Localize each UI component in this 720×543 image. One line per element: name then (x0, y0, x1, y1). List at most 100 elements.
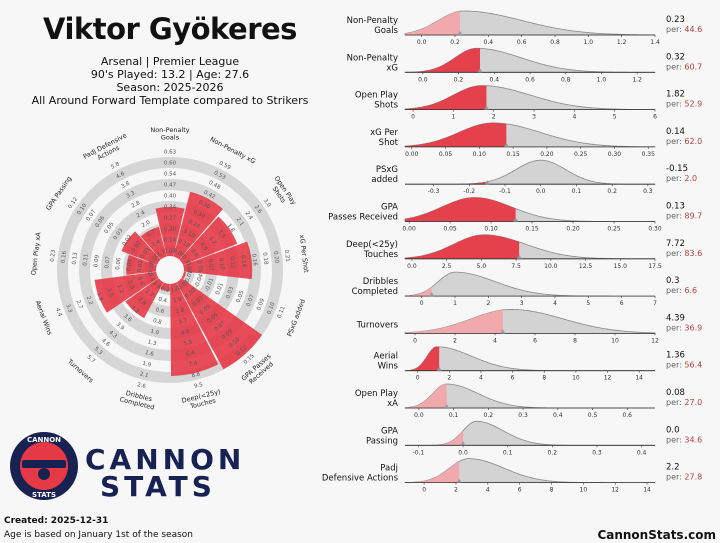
radar-center (156, 256, 184, 284)
radar-tick-label: 0.60 (164, 161, 177, 167)
radar-tick-label: 4.6 (180, 329, 190, 337)
density-metric-label: Open Play Shots (355, 91, 399, 111)
density-tick-label: 4 (493, 337, 497, 344)
radar-tick-label: 1.0 (150, 329, 160, 337)
radar-tick-label: 0.06 (115, 257, 122, 270)
radar-tick-label: 1.8 (95, 292, 104, 303)
radar-tick-label: 0.03 (225, 286, 235, 300)
radar-tick-label: 3.9 (115, 321, 126, 332)
metric-percentile: per: 89.7 (666, 212, 702, 221)
density-tick-label: 1.0 (597, 76, 607, 83)
radar-tick-label: 0.07 (164, 249, 177, 255)
density-metric-label: Non-Penalty xG (347, 53, 398, 73)
radar-tick-label: 1.9 (142, 361, 152, 369)
radar-tick-label: 1.2 (116, 284, 125, 294)
radar-tick-label: 0.09 (256, 297, 266, 311)
template-description: All Around Forward Template compared to … (31, 94, 309, 107)
density-highlight (405, 85, 487, 110)
radar-wedge (181, 271, 187, 280)
metric-percentile: per: 60.7 (666, 62, 702, 71)
density-tick-label: 0 (420, 300, 424, 307)
metric-percentile: per: 83.6 (666, 249, 702, 258)
density-tick-label: 0.20 (540, 151, 554, 158)
radar-wedge (160, 282, 170, 292)
radar-tick-label: 0.9 (198, 242, 208, 253)
radar-wedge (121, 231, 161, 265)
radar-tick-label: 0.16 (250, 253, 257, 266)
metric-value: 0.3 (666, 276, 680, 286)
density-tick-label: 0.0 (407, 263, 417, 270)
player-marker (513, 217, 519, 222)
density-metric-label: Deep(<25y) Touches (346, 240, 399, 260)
density-tick-label: 4 (486, 487, 490, 494)
radar-tick-label: 8.8 (191, 371, 201, 379)
radar-wedge (126, 254, 157, 275)
density-highlight (405, 11, 460, 36)
radar-tick-label: 5.8 (110, 161, 121, 171)
radar-tick-label: 2.2 (85, 296, 94, 306)
radar-tick-label: 0.02 (148, 261, 155, 274)
density-tick-label: 0.6 (517, 39, 527, 46)
radar-tick-label: 1.3 (147, 339, 157, 347)
density-tick-label: 8 (573, 337, 577, 344)
radar-tick-label: 2.1 (139, 371, 149, 379)
metric-percentile: per: 52.9 (666, 100, 702, 109)
density-tick-label: -0.1 (499, 188, 511, 195)
density-tick-label: 0.3 (643, 188, 653, 195)
metric-value: 0.23 (666, 15, 685, 25)
density-tick-label: 0.25 (574, 151, 588, 158)
density-highlight (405, 287, 432, 297)
radar-tick-label: 0.07 (206, 259, 213, 272)
player-marker (460, 441, 466, 446)
density-highlight (405, 461, 460, 483)
density-tick-label: 4 (479, 375, 483, 382)
density-highlight (405, 197, 516, 222)
radar-tick-label: 2.7 (144, 288, 155, 299)
density-tick-label: 0.15 (525, 226, 539, 233)
density-tick-label: 2 (454, 487, 458, 494)
radar-tick-label: 0.8 (152, 318, 162, 326)
metric-value: 1.36 (666, 351, 685, 361)
radar-tick-label: 5.7 (85, 354, 96, 365)
radar-tick-label: 0.12 (177, 238, 191, 249)
player-marker (484, 180, 490, 185)
radar-tick-label: 0.53 (213, 170, 227, 181)
density-highlight (405, 234, 520, 259)
radar-wedge (155, 206, 185, 257)
site-url[interactable]: CannonStats.com (597, 528, 716, 542)
density-tick-label: 0.00 (402, 226, 416, 233)
density-tick-label: 0.0 (414, 412, 424, 419)
player-marker (477, 68, 483, 73)
density-tick-label: 0.30 (648, 226, 662, 233)
density-tick-label: 6 (518, 487, 522, 494)
density-tick-label: 2 (447, 375, 451, 382)
density-tick-label: 0.4 (484, 39, 494, 46)
radar-tick-label: 0.07 (104, 256, 111, 269)
metric-value: 0.14 (666, 127, 685, 137)
player-marker (429, 292, 435, 297)
radar-tick-label: 0.10 (217, 257, 224, 270)
radar-tick-label: 9.5 (194, 382, 204, 390)
density-tick-label: 0.2 (607, 188, 617, 195)
radar-tick-label: 0.01 (215, 282, 225, 296)
density-tick-label: 3 (532, 114, 536, 121)
density-tick-label: -0.2 (463, 188, 475, 195)
density-tick-label: 0 (411, 114, 415, 121)
density-tick-label: -0.1 (413, 449, 425, 456)
radar-tick-label: 0.14 (164, 238, 177, 244)
density-tick-label: -0.3 (428, 188, 440, 195)
density-highlight (405, 48, 480, 73)
player-marker (483, 105, 489, 110)
radar-tick-label: 2.6 (253, 204, 263, 215)
radar-tick-label: 0.6 (189, 248, 199, 259)
density-tick-label: 12 (604, 375, 612, 382)
density-tick-label: 0 (413, 337, 417, 344)
radar-tick-label: 1.4 (151, 239, 162, 249)
density-tick-label: 0.1 (572, 188, 582, 195)
density-tick-label: 14 (635, 375, 643, 382)
radar-tick-label: 0.11 (82, 253, 89, 266)
density-tick-label: 2 (453, 337, 457, 344)
density-area (405, 159, 656, 185)
radar-wedge (125, 278, 164, 319)
density-metric-label: Turnovers (356, 320, 399, 330)
